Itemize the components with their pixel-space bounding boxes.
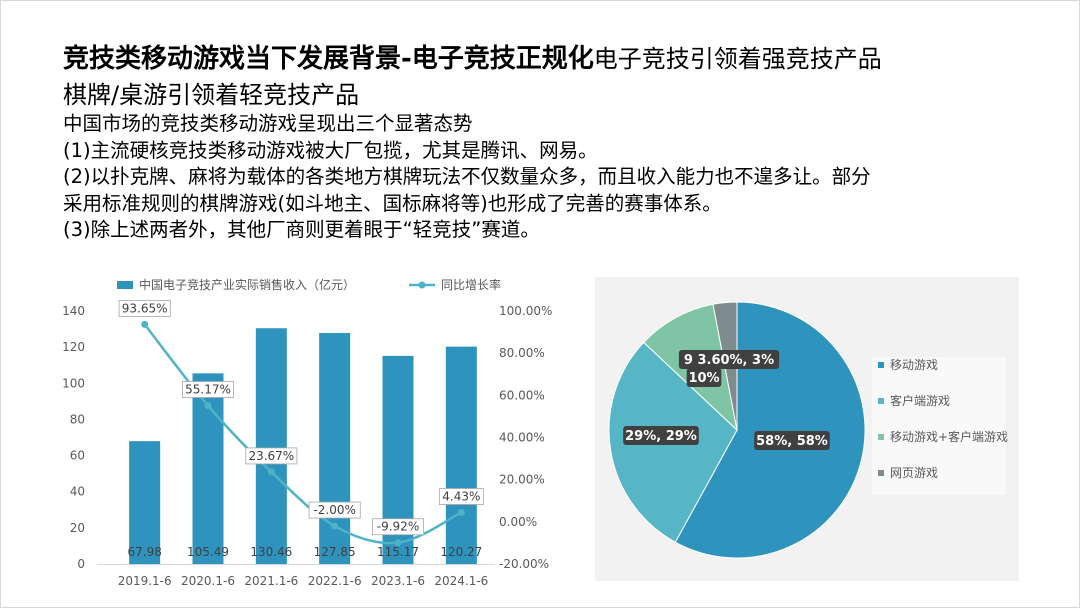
bar (255, 328, 287, 564)
bar-value-label: 120.27 (440, 545, 482, 559)
growth-rate-point (331, 522, 339, 530)
bar-value-label: 127.85 (314, 545, 356, 559)
pie-legend-swatch (878, 434, 884, 440)
body-line: 采用标准规则的棋牌游戏(如斗地主、国标麻将等)也形成了完善的赛事体系。 (63, 191, 722, 215)
y-right-tick-label: 100.00% (499, 304, 552, 318)
growth-rate-point (394, 539, 402, 547)
legend-line-label: 同比增长率 (441, 277, 501, 292)
growth-rate-point (204, 402, 212, 410)
pie-slice-label: 58%, 58% (756, 434, 828, 449)
pie-label-box (686, 368, 722, 387)
growth-rate-label-box (182, 381, 235, 398)
x-tick-label: 2022.1-6 (308, 574, 362, 588)
body-line: (2)以扑克牌、麻将为载体的各类地方棋牌玩法不仅数量众多，而且收入能力也不遑多让… (63, 165, 871, 188)
slide-title: 竞技类移动游戏当下发展背景-电子竞技正规化电子竞技引领着强竞技产品 (63, 41, 882, 77)
growth-rate-label: 23.67% (248, 449, 294, 463)
legend-bar-swatch (117, 281, 133, 289)
y-right-tick-label: 0.00% (499, 515, 537, 529)
y-left-tick-label: 40 (70, 485, 85, 499)
y-left-tick-label: 100 (62, 376, 85, 390)
growth-rate-label: 55.17% (185, 383, 231, 397)
slide-subtitle: 棋牌/桌游引领着轻竞技产品 (63, 81, 360, 109)
legend-bar-label: 中国电子竞技产业实际销售收入（亿元） (139, 277, 355, 292)
growth-rate-label: 93.65% (122, 301, 168, 315)
bar (192, 373, 224, 564)
pie-label-box (623, 426, 699, 445)
y-right-tick-label: 20.00% (499, 473, 545, 487)
title-bold: 竞技类移动游戏当下发展背景-电子竞技正规化 (63, 44, 594, 74)
body-line: (1)主流硬核竞技类移动游戏被大厂包揽，尤其是腾讯、网易。 (63, 138, 598, 162)
growth-rate-point (457, 508, 465, 516)
bar (129, 441, 161, 564)
pie-slice (674, 301, 866, 559)
growth-rate-label-box (245, 447, 298, 465)
x-tick-label: 2020.1-6 (181, 574, 235, 588)
y-left-tick-label: 0 (77, 557, 85, 571)
y-right-tick-label: 40.00% (499, 431, 545, 445)
pie-label-box (754, 431, 830, 450)
y-right-tick-label: -20.00% (499, 557, 549, 571)
pie-slice-label: 29%, 29% (625, 429, 697, 444)
pie-chart-panel: 58%, 58% 29%, 29% 9 3.60%, 3% 10% 移动游戏客户端游戏移… (595, 277, 1019, 581)
pie-label-box (678, 350, 780, 369)
pie-slice-label: 10% (688, 371, 719, 386)
growth-rate-line (143, 323, 462, 545)
pie-legend-label: 客户端游戏 (890, 393, 950, 408)
growth-rate-label: 4.43% (442, 489, 480, 503)
pie-legend-label: 移动游戏 (890, 358, 938, 372)
y-left-tick-label: 140 (62, 304, 85, 318)
body-line: 中国市场的竞技类移动游戏呈现出三个显著态势 (63, 112, 473, 135)
pie-legend-swatch (878, 398, 884, 404)
legend-line-marker (418, 281, 426, 289)
y-right-tick-label: 80.00% (499, 346, 545, 360)
bar-value-label: 67.98 (127, 545, 161, 559)
y-left-tick-label: 20 (70, 521, 85, 535)
growth-rate-label-box (308, 501, 361, 519)
bar (445, 346, 477, 564)
bar-value-label: 130.46 (250, 545, 292, 559)
bar-value-label: 105.49 (187, 545, 229, 559)
pie-slice-label: 9 3.60%, 3% (684, 353, 774, 368)
growth-rate-label: -2.00% (313, 503, 355, 517)
pie-legend-label: 移动游戏+客户端游戏 (890, 429, 1008, 444)
body-text: 中国市场的竞技类移动游戏呈现出三个显著态势 (1)主流硬核竞技类移动游戏被大厂包… (63, 111, 1023, 244)
x-tick-label: 2024.1-6 (434, 574, 488, 588)
y-left-tick-label: 80 (70, 412, 85, 426)
x-tick-label: 2019.1-6 (118, 574, 172, 588)
pie-legend-swatch (878, 470, 884, 476)
body-line: (3)除上述两者外，其他厂商则更着眼于“轻竞技”赛道。 (63, 218, 540, 241)
pie-legend-label: 网页游戏 (890, 466, 938, 480)
growth-rate-point (141, 320, 149, 328)
growth-rate-label-box (438, 488, 484, 505)
y-right-tick-label: 60.00% (499, 388, 545, 402)
pie-legend-swatch (878, 362, 884, 368)
pie-legend-bg (872, 357, 1006, 495)
y-left-tick-label: 120 (62, 340, 85, 354)
x-tick-label: 2021.1-6 (244, 574, 298, 588)
x-tick-label: 2023.1-6 (371, 574, 425, 588)
market-share-pie-chart: 58%, 58% 29%, 29% 9 3.60%, 3% 10% 移动游戏客户端游戏移… (608, 301, 1008, 559)
growth-rate-point (267, 468, 275, 476)
title-rest: 电子竞技引领着强竞技产品 (593, 45, 882, 73)
growth-rate-label-box (118, 299, 171, 317)
revenue-growth-chart: 中国电子竞技产业实际销售收入（亿元） 同比增长率 0 20 40 60 80 100 120 14… (62, 277, 552, 588)
growth-rate-label: -9.92% (377, 520, 419, 534)
bar-value-label: 115.17 (377, 545, 419, 559)
growth-rate-label-box (371, 518, 424, 536)
y-left-tick-label: 60 (70, 449, 85, 463)
